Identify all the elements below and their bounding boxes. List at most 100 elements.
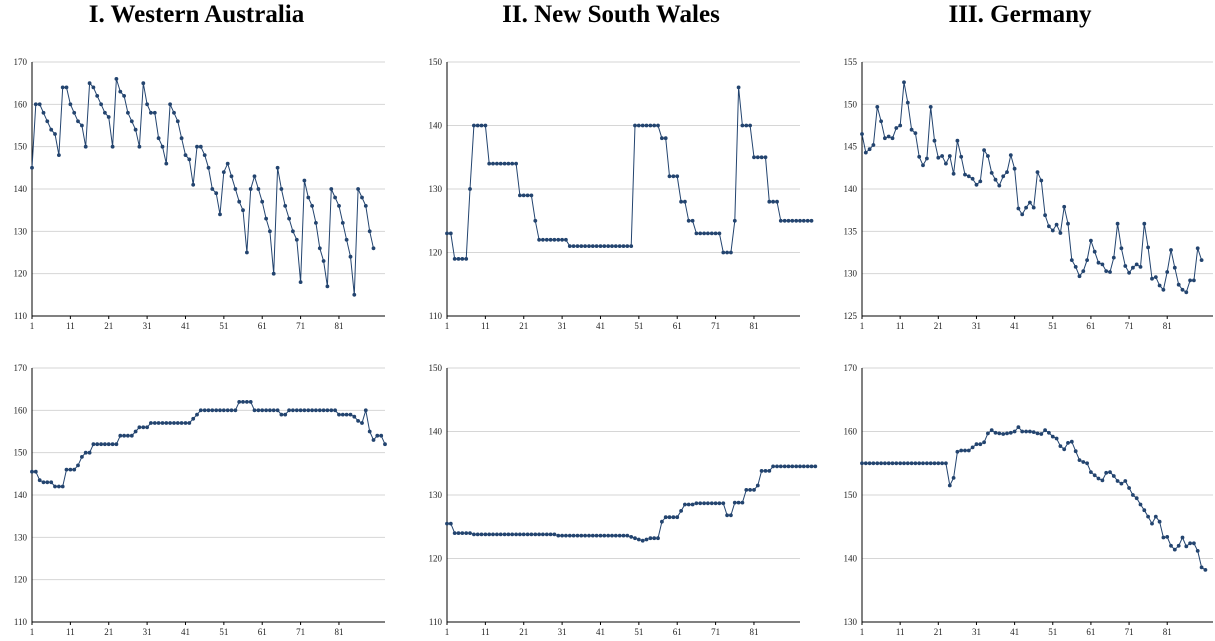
data-point [1119,246,1124,251]
x-tick-label: 41 [181,321,190,331]
data-point [1012,166,1017,171]
data-point [736,500,741,505]
data-point [487,161,492,166]
data-point [271,408,276,413]
data-point [1146,514,1150,519]
data-point [801,218,806,223]
y-tick-label: 135 [844,226,858,236]
data-point [667,515,672,520]
data-point [83,144,88,149]
x-tick-label: 11 [481,321,490,331]
data-point [363,408,368,413]
data-point [164,421,169,425]
data-point [706,231,710,236]
data-point [759,469,764,473]
data-point [30,469,34,474]
data-point [621,244,626,249]
data-point [748,123,752,128]
data-point [306,408,311,413]
data-point [275,165,280,170]
data-point [360,421,364,425]
data-point [571,533,576,538]
data-point [790,218,795,223]
data-point [1035,170,1040,175]
data-point [1058,444,1063,448]
data-point [325,408,330,413]
data-point [87,450,92,455]
data-point [713,231,718,236]
data-point [475,123,480,128]
data-point [1024,205,1028,210]
y-tick-label: 150 [14,142,28,152]
data-point [187,157,192,162]
data-point [587,244,591,249]
data-point [740,123,745,128]
data-point [268,229,272,234]
data-point [221,170,226,175]
data-point [1012,429,1017,434]
data-point [1054,436,1059,441]
data-point [909,127,914,132]
data-point [671,515,676,520]
series-line [32,401,386,487]
x-tick-label: 81 [1163,627,1172,637]
data-point [91,442,96,447]
data-point [986,431,990,436]
x-tick-label: 1 [445,627,450,637]
data-point [210,187,215,191]
data-point [890,461,895,466]
data-point [1020,429,1025,434]
y-tick-label: 170 [14,57,28,67]
data-point [237,400,242,404]
x-tick-label: 1 [860,627,865,637]
data-point [694,501,699,506]
data-point [229,174,234,179]
data-point [778,218,783,223]
data-point [95,94,100,98]
data-point [537,532,541,537]
data-point [241,208,245,213]
data-point [925,461,929,466]
data-point [68,102,73,107]
y-tick-label: 140 [14,184,28,194]
x-tick-label: 21 [519,321,528,331]
data-point [248,400,253,404]
data-point [594,244,599,249]
data-point [317,246,322,251]
data-point [76,463,80,468]
data-point [233,408,238,413]
data-point [917,154,922,159]
data-point [45,119,50,124]
data-point [1047,224,1051,229]
data-point [479,532,484,537]
data-point [721,501,726,506]
data-point [225,161,230,166]
data-point [732,500,737,505]
data-point [567,533,572,538]
data-point [986,154,990,158]
data-point [786,464,791,469]
data-point [1039,432,1044,436]
data-point [68,467,73,472]
data-point [521,193,526,198]
data-point [617,533,622,538]
data-point [1180,535,1185,540]
data-point [1123,264,1128,268]
data-point [340,221,345,225]
y-tick-label: 110 [429,311,443,321]
data-point [225,408,230,413]
x-tick-label: 31 [143,627,152,637]
x-tick-label: 81 [749,321,758,331]
data-point [767,199,772,204]
data-point [706,501,710,506]
data-point [898,123,903,128]
x-tick-label: 61 [258,627,267,637]
data-point [60,85,65,90]
data-point [314,221,318,225]
data-point [790,464,795,469]
data-point [137,425,142,430]
data-point [883,136,887,141]
data-point [537,237,541,242]
data-point [867,147,872,152]
data-point [1176,543,1181,548]
